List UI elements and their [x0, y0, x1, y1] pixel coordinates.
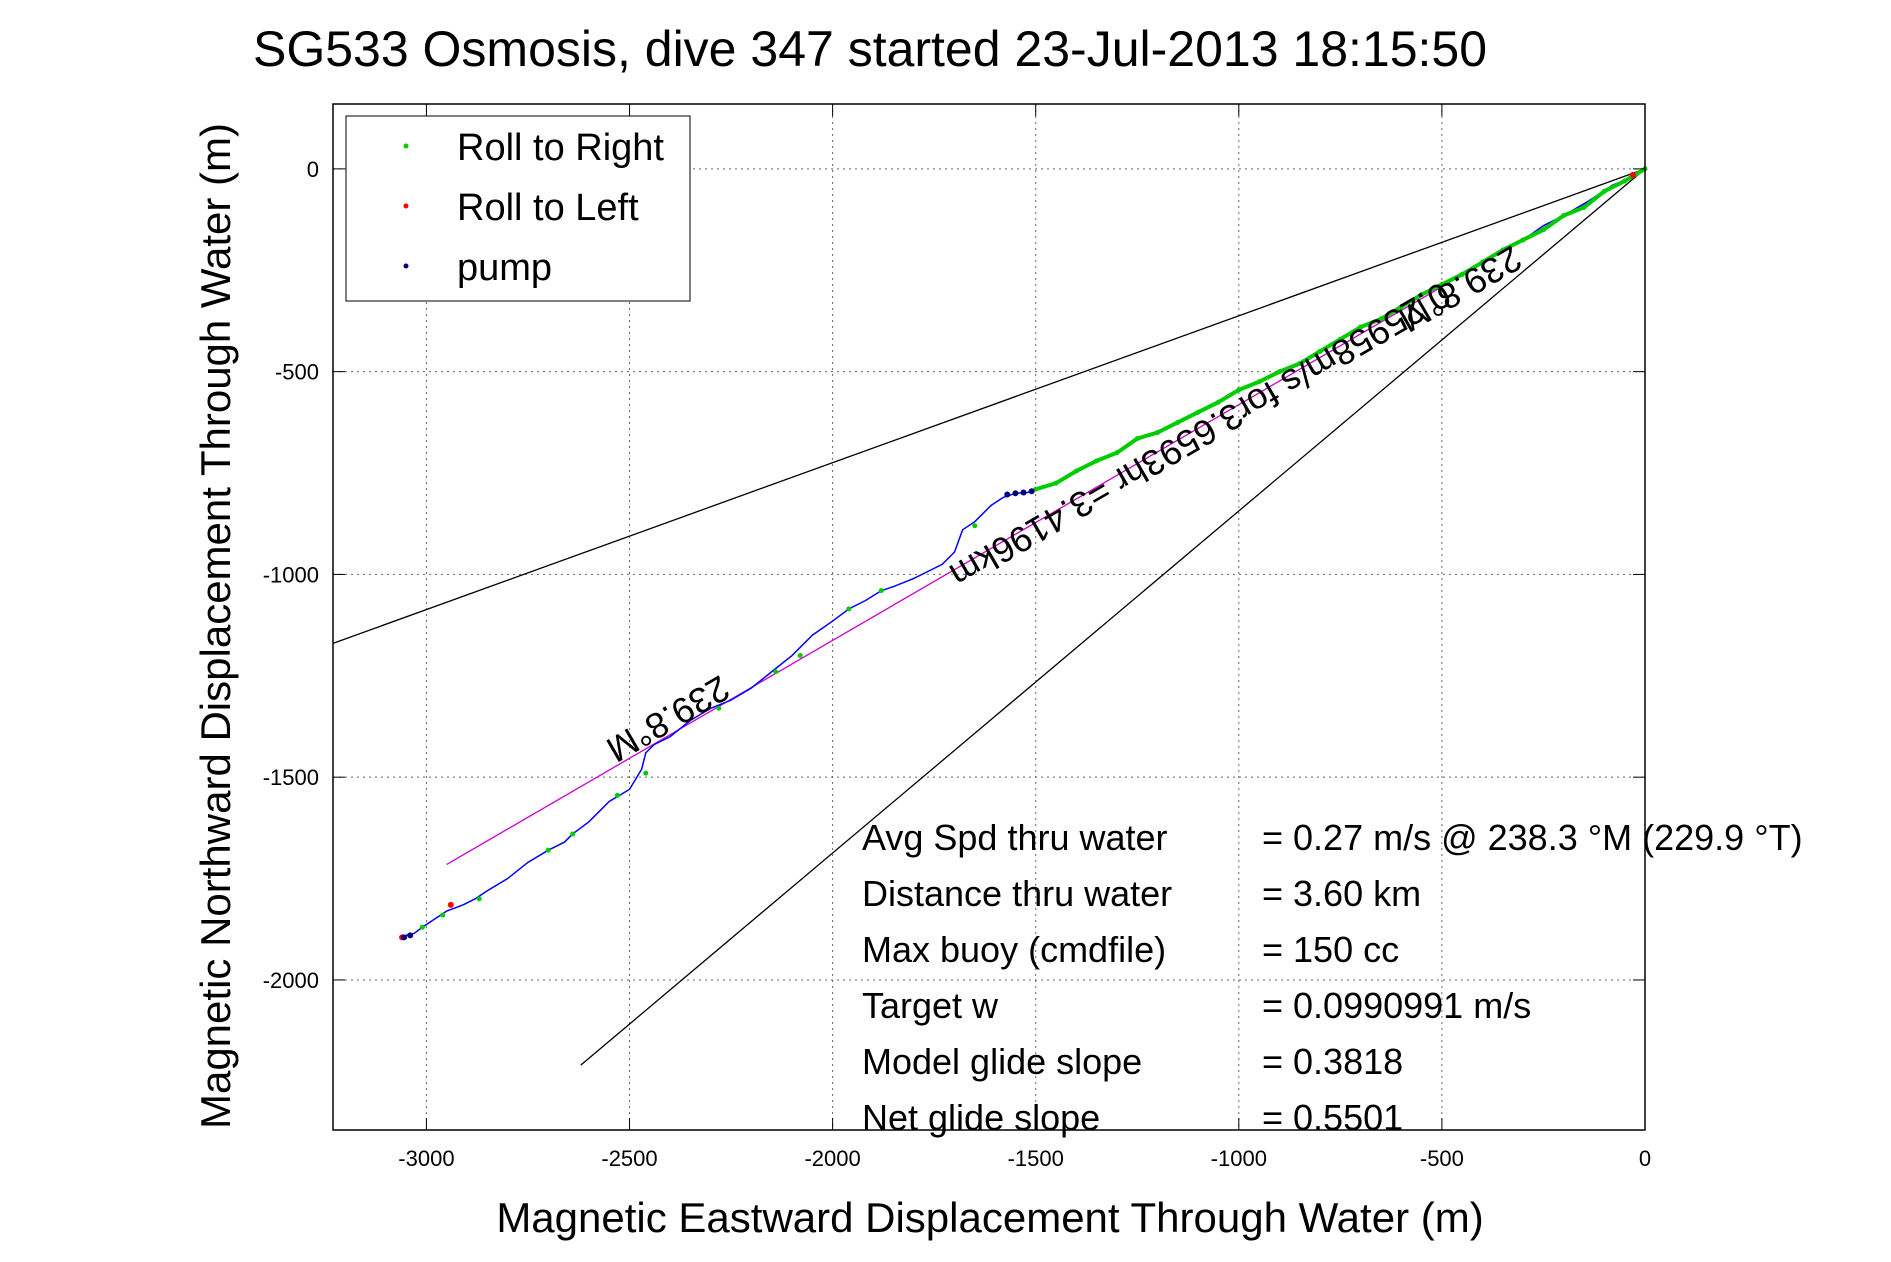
roll-right-point — [1500, 247, 1506, 253]
roll-right-point — [1134, 436, 1140, 442]
x-tick-label: 0 — [1639, 1146, 1651, 1171]
roll-right-point — [1215, 399, 1221, 405]
roll-right-point — [1480, 259, 1486, 265]
x-tick-label: -1000 — [1211, 1146, 1267, 1171]
stat-label: Net glide slope — [862, 1097, 1100, 1138]
roll-right-point — [614, 792, 620, 798]
pump-point — [1004, 491, 1011, 498]
roll-right-point — [1378, 316, 1384, 322]
roll-right-point — [1114, 450, 1120, 456]
y-tick-label: -1000 — [263, 562, 319, 587]
roll-right-point — [545, 847, 551, 853]
roll-right-point — [1094, 458, 1100, 464]
legend-label: Roll to Left — [457, 187, 639, 229]
y-tick-label: -2000 — [263, 968, 319, 993]
roll-right-point — [878, 588, 884, 594]
pump-point — [407, 932, 414, 939]
roll-right-point — [1175, 419, 1181, 425]
series — [399, 166, 1648, 941]
roll-right-point — [1622, 178, 1628, 184]
stat-label: Max buoy (cmdfile) — [862, 929, 1166, 970]
y-tick-label: -500 — [275, 360, 319, 385]
reference-line — [332, 168, 1646, 644]
pump-point — [1020, 489, 1027, 496]
roll-right-point — [1601, 188, 1607, 194]
roll-right-point — [476, 896, 482, 902]
stat-value: = 3.60 km — [1262, 873, 1421, 914]
y-axis-label: Magnetic Northward Displacement Through … — [192, 123, 239, 1129]
ticks: -3000 -2500 -2000 -1500 -1000 -500 0 0 -500 -1000… — [263, 104, 1651, 1171]
roll-right-point — [1520, 237, 1526, 243]
legend-marker — [403, 263, 409, 269]
pump-point — [1012, 490, 1019, 497]
roll-right-point — [797, 653, 803, 659]
stat-value: = 0.0990991 m/s — [1262, 985, 1531, 1026]
plot-frame — [332, 103, 1646, 1131]
stat-value: = 0.27 m/s @ 238.3 °M (229.9 °T) — [1262, 817, 1803, 858]
roll-right-point — [1439, 281, 1445, 287]
roll-left-point — [447, 901, 454, 908]
roll-right-point — [1561, 213, 1567, 219]
roll-right-point — [1276, 369, 1282, 375]
legend: Roll to Right Roll to Left pump — [345, 115, 691, 302]
x-axis-label: Magnetic Eastward Displacement Through W… — [496, 1194, 1483, 1241]
roll-right-point — [1358, 324, 1364, 330]
grid — [333, 104, 1646, 1130]
roll-right-point — [1195, 409, 1201, 415]
roll-right-point — [1236, 387, 1242, 393]
stat-value: = 0.3818 — [1262, 1041, 1403, 1082]
x-tick-label: -2500 — [601, 1146, 657, 1171]
x-tick-label: -3000 — [398, 1146, 454, 1171]
y-tick-label: 0 — [307, 157, 319, 182]
roll-right-point — [419, 924, 425, 930]
roll-right-point — [773, 669, 779, 675]
x-tick-label: -1500 — [1008, 1146, 1064, 1171]
legend-label: pump — [457, 247, 552, 289]
pump-point — [1028, 488, 1035, 495]
roll-right-point — [1155, 429, 1161, 435]
roll-right-point — [643, 770, 649, 776]
roll-right-point — [972, 523, 978, 529]
roll-right-point — [716, 705, 722, 711]
chart-title: SG533 Osmosis, dive 347 started 23-Jul-2… — [253, 21, 1487, 77]
roll-right-point — [1419, 292, 1425, 298]
roll-right-point — [570, 831, 576, 837]
x-tick-label: -500 — [1420, 1146, 1464, 1171]
roll-right-point — [1053, 480, 1059, 486]
roll-right-point — [1581, 204, 1587, 210]
roll-right-point — [1073, 468, 1079, 474]
roll-right-point — [1297, 361, 1303, 367]
roll-right-point — [1337, 336, 1343, 342]
roll-right-point — [440, 912, 446, 918]
reference-line — [580, 168, 1646, 1066]
stat-label: Avg Spd thru water — [862, 817, 1168, 858]
roll-right-point — [1398, 304, 1404, 310]
roll-left-point — [1629, 171, 1636, 178]
stats-block: Avg Spd thru water = 0.27 m/s @ 238.3 °M … — [862, 817, 1803, 1138]
legend-marker — [403, 143, 409, 149]
legend-box — [345, 115, 691, 302]
legend-marker — [403, 203, 409, 209]
roll-right-point — [1459, 271, 1465, 277]
stat-label: Distance thru water — [862, 873, 1172, 914]
roll-right-point — [846, 606, 852, 612]
x-tick-label: -2000 — [804, 1146, 860, 1171]
roll-right-point — [1317, 348, 1323, 354]
pump-point — [401, 934, 408, 941]
roll-right-point — [1256, 379, 1262, 385]
legend-label: Roll to Right — [457, 127, 664, 169]
roll-right-point — [1540, 227, 1546, 233]
y-tick-label: -1500 — [263, 765, 319, 790]
stat-value: = 0.5501 — [1262, 1097, 1403, 1138]
stat-label: Model glide slope — [862, 1041, 1142, 1082]
stat-label: Target w — [862, 985, 999, 1026]
stat-value: = 150 cc — [1262, 929, 1399, 970]
